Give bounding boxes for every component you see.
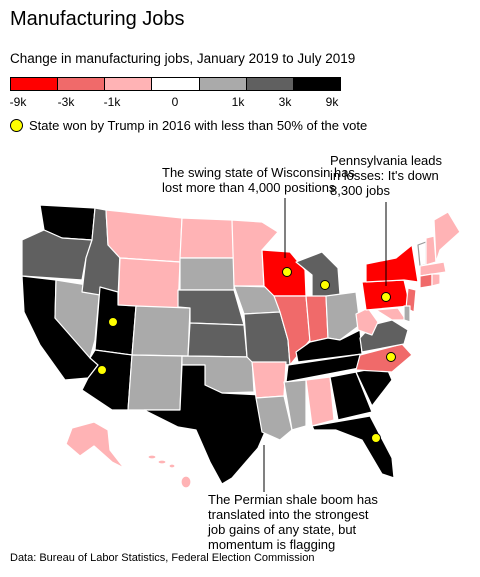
page-title: Manufacturing Jobs xyxy=(10,8,185,30)
state-CT xyxy=(419,273,433,289)
trump-dot-WI xyxy=(282,267,292,277)
annotation-line: The Permian shale boom has xyxy=(208,492,378,507)
state-GA xyxy=(329,371,373,421)
state-DE xyxy=(403,305,411,323)
trump-dot-MI xyxy=(320,280,330,290)
state-FL xyxy=(311,415,395,479)
legend-label: 1k xyxy=(231,95,245,109)
state-MT xyxy=(105,209,183,263)
color-legend xyxy=(10,77,341,91)
trump-dot-PA xyxy=(381,292,391,302)
trump-dot-UT xyxy=(108,317,118,327)
annotation-texas: The Permian shale boom has translated in… xyxy=(208,492,378,552)
annotation-line: job gains of any state, but xyxy=(208,522,357,537)
trump-dot-FL xyxy=(371,433,381,443)
state-MD xyxy=(375,307,407,321)
state-NY xyxy=(365,244,419,283)
trump-legend: State won by Trump in 2016 with less tha… xyxy=(10,118,367,133)
legend-label: 0 xyxy=(171,95,179,109)
state-SD xyxy=(179,257,235,291)
trump-dot-icon xyxy=(10,119,23,132)
annotation-line: The swing state of Wisconsin has xyxy=(162,165,355,180)
state-LA xyxy=(255,395,293,441)
state-IN xyxy=(305,295,329,343)
trump-dot-NC xyxy=(386,352,396,362)
state-VT xyxy=(417,241,427,267)
annotation-line: in losses: It's down xyxy=(330,168,439,183)
legend-swatch xyxy=(292,77,341,91)
state-AK xyxy=(65,421,125,469)
state-CO xyxy=(131,305,191,357)
trump-legend-label: State won by Trump in 2016 with less tha… xyxy=(29,118,368,133)
legend-label: 3k xyxy=(278,95,292,109)
annotation-line: momentum is flagging xyxy=(208,537,336,552)
annotation-line: lost more than 4,000 positions xyxy=(162,180,336,195)
state-KS xyxy=(187,322,248,358)
state-ME xyxy=(433,211,461,263)
legend-label: -3k xyxy=(57,95,75,109)
legend-label: 9k xyxy=(325,95,339,109)
chart-subtitle: Change in manufacturing jobs, January 20… xyxy=(10,51,356,66)
annotation-line: 8,300 jobs xyxy=(330,183,390,198)
state-MA xyxy=(419,261,447,277)
state-AR xyxy=(251,361,287,399)
annotation-line: translated into the strongest xyxy=(208,507,369,522)
state-OH xyxy=(325,291,361,341)
state-MS xyxy=(283,379,307,431)
state-ND xyxy=(179,217,235,259)
state-WY xyxy=(117,257,181,311)
state-HI xyxy=(147,454,192,489)
trump-dot-AZ xyxy=(97,365,107,375)
state-NM xyxy=(127,354,183,411)
annotation-line: Pennsylvania leads xyxy=(330,153,443,168)
annotation-wisconsin: The swing state of Wisconsin has lost mo… xyxy=(162,165,355,195)
source-note: Data: Bureau of Labor Statistics, Federa… xyxy=(10,552,315,564)
state-TX xyxy=(143,364,269,485)
legend-label: -1k xyxy=(103,95,121,109)
state-KY xyxy=(295,329,363,363)
state-AL xyxy=(305,376,335,427)
annotation-pennsylvania: Pennsylvania leads in losses: It's down … xyxy=(330,153,442,198)
legend-label: -9k xyxy=(9,95,27,109)
state-RI xyxy=(431,273,441,287)
